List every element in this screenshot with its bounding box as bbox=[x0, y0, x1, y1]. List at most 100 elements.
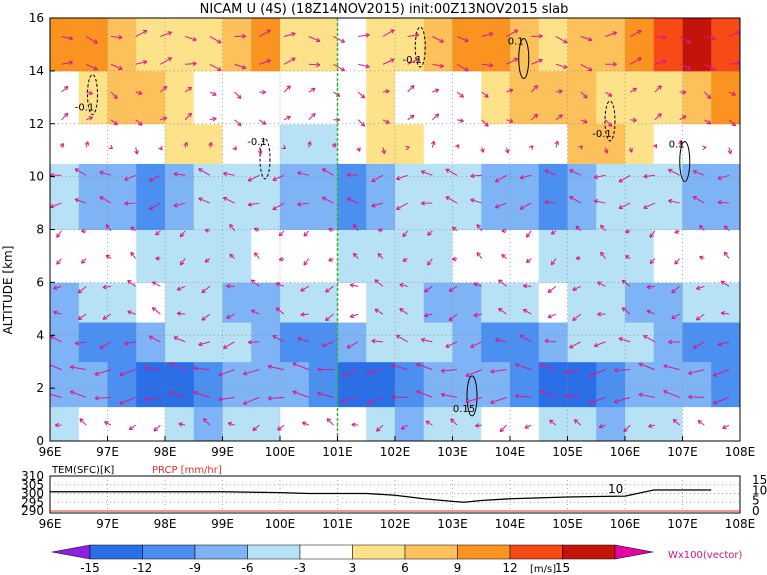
field-cell bbox=[308, 322, 338, 363]
wind-vector-head bbox=[628, 148, 633, 153]
wind-vector bbox=[201, 285, 211, 294]
wind-vector-head bbox=[81, 228, 86, 234]
wind-vector-head bbox=[618, 204, 623, 210]
field-cell bbox=[625, 70, 655, 125]
wind-vector-head bbox=[321, 342, 327, 348]
wind-vector bbox=[275, 282, 285, 287]
wind-vector-head bbox=[365, 63, 370, 69]
wind-vector bbox=[569, 169, 581, 176]
wind-vector-head bbox=[695, 316, 701, 321]
wind-vector-head bbox=[674, 229, 679, 234]
wind-vector-head bbox=[410, 114, 415, 120]
field-cell bbox=[596, 229, 626, 283]
wind-vector bbox=[476, 252, 483, 259]
x-tick-label: 107E bbox=[667, 445, 698, 459]
wind-vector-head bbox=[423, 288, 429, 293]
wind-vector-head bbox=[84, 141, 90, 146]
field-cell bbox=[165, 229, 195, 283]
field-cell bbox=[538, 322, 568, 363]
wind-vector bbox=[209, 36, 222, 44]
wind-vector-head bbox=[381, 149, 386, 155]
wind-vector-head bbox=[498, 279, 503, 284]
colorbar-level-label: -9 bbox=[189, 561, 201, 575]
field-cell bbox=[538, 123, 568, 164]
x-tick-label: 106E bbox=[610, 445, 641, 459]
wind-vector bbox=[630, 119, 637, 121]
colorbar-swatch bbox=[352, 544, 406, 560]
ts-x-tick-label: 106E bbox=[610, 517, 641, 531]
wind-vector-head bbox=[547, 288, 553, 294]
wind-vector bbox=[618, 202, 631, 209]
wind-vector-head bbox=[168, 362, 174, 367]
field-cell bbox=[136, 361, 166, 408]
wind-vector-head bbox=[519, 205, 525, 210]
field-cell bbox=[452, 406, 482, 441]
field-cell bbox=[165, 361, 195, 408]
wind-vector-head bbox=[349, 283, 355, 288]
wind-vector bbox=[515, 363, 532, 371]
wind-vector-head bbox=[247, 202, 253, 207]
wind-vector-head bbox=[451, 226, 457, 232]
wind-vector bbox=[448, 313, 458, 322]
x-axis-ticks: 96E 97E 98E 99E 100E 101E 102E 103E 104E 105E 106E… bbox=[39, 436, 755, 459]
wind-vector-head bbox=[699, 255, 704, 261]
vector-scale-label: Wx100(vector) bbox=[668, 550, 743, 561]
wind-vector bbox=[366, 369, 384, 374]
wind-vector-head bbox=[77, 289, 83, 294]
wind-vector-head bbox=[727, 149, 733, 155]
wind-vector bbox=[77, 313, 87, 320]
wind-vector-head bbox=[179, 232, 185, 238]
wind-vector-head bbox=[598, 423, 604, 429]
wind-vector bbox=[144, 396, 161, 401]
wind-vector-head bbox=[607, 122, 613, 127]
wind-vector-head bbox=[130, 226, 135, 231]
wind-vector-head bbox=[281, 144, 287, 150]
wind-vector-head bbox=[498, 307, 503, 313]
wind-vector bbox=[283, 85, 291, 93]
wind-vector-head bbox=[569, 344, 574, 349]
field-cell bbox=[625, 163, 655, 230]
wind-vector-head bbox=[173, 202, 178, 208]
field-cell bbox=[280, 229, 310, 283]
wind-vector-head bbox=[148, 335, 154, 340]
colorbar: -15 -12 -9 -6 -3 3 6 9 12 15 bbox=[51, 544, 654, 575]
wind-vector bbox=[203, 418, 211, 426]
wind-vector bbox=[623, 424, 631, 433]
field-cell bbox=[395, 163, 425, 230]
wind-vector-head bbox=[682, 115, 687, 120]
field-cell bbox=[193, 163, 223, 230]
field-cell bbox=[107, 70, 137, 125]
contour-line bbox=[679, 141, 691, 183]
wind-vector bbox=[193, 391, 211, 398]
wind-vector bbox=[572, 285, 581, 291]
wind-vector bbox=[209, 117, 217, 121]
wind-vector bbox=[646, 310, 656, 315]
field-cell bbox=[538, 229, 568, 283]
wind-vector bbox=[594, 174, 606, 179]
wind-vector bbox=[50, 364, 62, 371]
wind-vector bbox=[643, 335, 656, 343]
wind-vector-head bbox=[396, 334, 401, 339]
wind-vector-head bbox=[303, 261, 308, 266]
wind-vector-head bbox=[46, 392, 50, 396]
wind-vector-head bbox=[697, 420, 702, 425]
wind-vector bbox=[61, 86, 69, 93]
wind-vector bbox=[717, 341, 730, 346]
wind-vector-head bbox=[587, 36, 593, 42]
field-cell bbox=[165, 70, 195, 125]
wind-vector bbox=[259, 29, 271, 37]
field-cell bbox=[107, 229, 137, 283]
wind-vector-head bbox=[528, 145, 534, 150]
wind-vector-head bbox=[69, 390, 75, 395]
wind-vector bbox=[258, 147, 262, 155]
y-tick-label: 6 bbox=[36, 275, 44, 289]
colorbar-level-label: 6 bbox=[401, 561, 409, 575]
wind-vector-head bbox=[440, 368, 445, 374]
field-cell bbox=[596, 123, 626, 164]
wind-vector bbox=[594, 200, 606, 204]
w-contours bbox=[87, 26, 691, 417]
wind-vector-head bbox=[59, 142, 65, 148]
wind-vector-head bbox=[519, 334, 525, 339]
wind-vector-head bbox=[495, 337, 500, 343]
wind-vector bbox=[688, 369, 705, 375]
